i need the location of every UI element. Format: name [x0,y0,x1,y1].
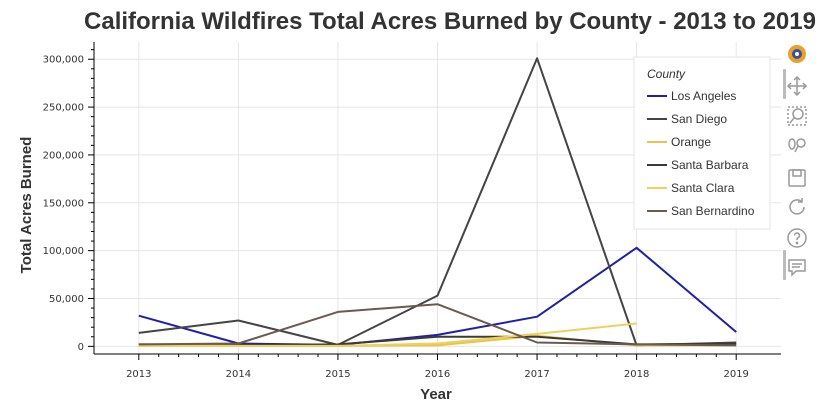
series-line-santa-clara [138,322,637,347]
help-icon[interactable] [785,226,809,250]
legend-label-santa-barbara: Santa Barbara [671,158,749,172]
toolbar-separator [783,69,786,99]
legend-label-san-bernardino: San Bernardino [671,204,755,218]
box-zoom-icon[interactable] [785,104,809,128]
x-axis-title: Year [420,386,452,403]
toolbar-separator [783,250,786,280]
legend-label-santa-clara: Santa Clara [671,181,735,195]
save-icon[interactable] [785,166,809,190]
y-tick-label: 50,000 [49,294,84,305]
y-tick-label: 200,000 [43,150,84,161]
legend-label-los-angeles: Los Angeles [671,89,736,103]
x-tick-label: 2015 [325,369,350,380]
legend-title: County [647,67,686,81]
legend-items: Los Angeles San Diego Orange Santa Barbara S… [647,89,755,218]
legend-label-orange: Orange [671,135,711,149]
hover-icon[interactable] [785,255,809,279]
reset-icon[interactable] [785,195,809,219]
y-tick-label: 250,000 [43,103,84,114]
chart-title: California Wildfires Total Acres Burned … [84,8,816,35]
y-tick-label: 100,000 [43,246,84,257]
y-axis-title: Total Acres Burned [18,137,35,274]
x-tick-label: 2017 [524,369,549,380]
legend-label-san-diego: San Diego [671,112,727,126]
series-lines [138,57,737,347]
y-tick-label: 0 [78,342,84,353]
y-tick-label: 300,000 [43,55,84,66]
x-tick-label: 2016 [425,369,450,380]
tick-labels: 0 50,000 100,000 150,000 200,000 250,000 300,0… [43,55,749,380]
y-tick-label: 150,000 [43,198,84,209]
x-tick-label: 2014 [226,369,251,380]
axes [88,42,781,360]
x-tick-label: 2013 [126,369,151,380]
pan-icon[interactable] [785,74,809,98]
bokeh-logo-icon[interactable] [785,42,809,66]
wheel-zoom-icon[interactable] [785,134,809,158]
series-line-san-bernardino [138,303,737,347]
x-tick-label: 2018 [624,369,649,380]
legend: County Los Angeles San Diego Orange Santa B… [633,56,771,230]
x-tick-label: 2019 [723,369,748,380]
